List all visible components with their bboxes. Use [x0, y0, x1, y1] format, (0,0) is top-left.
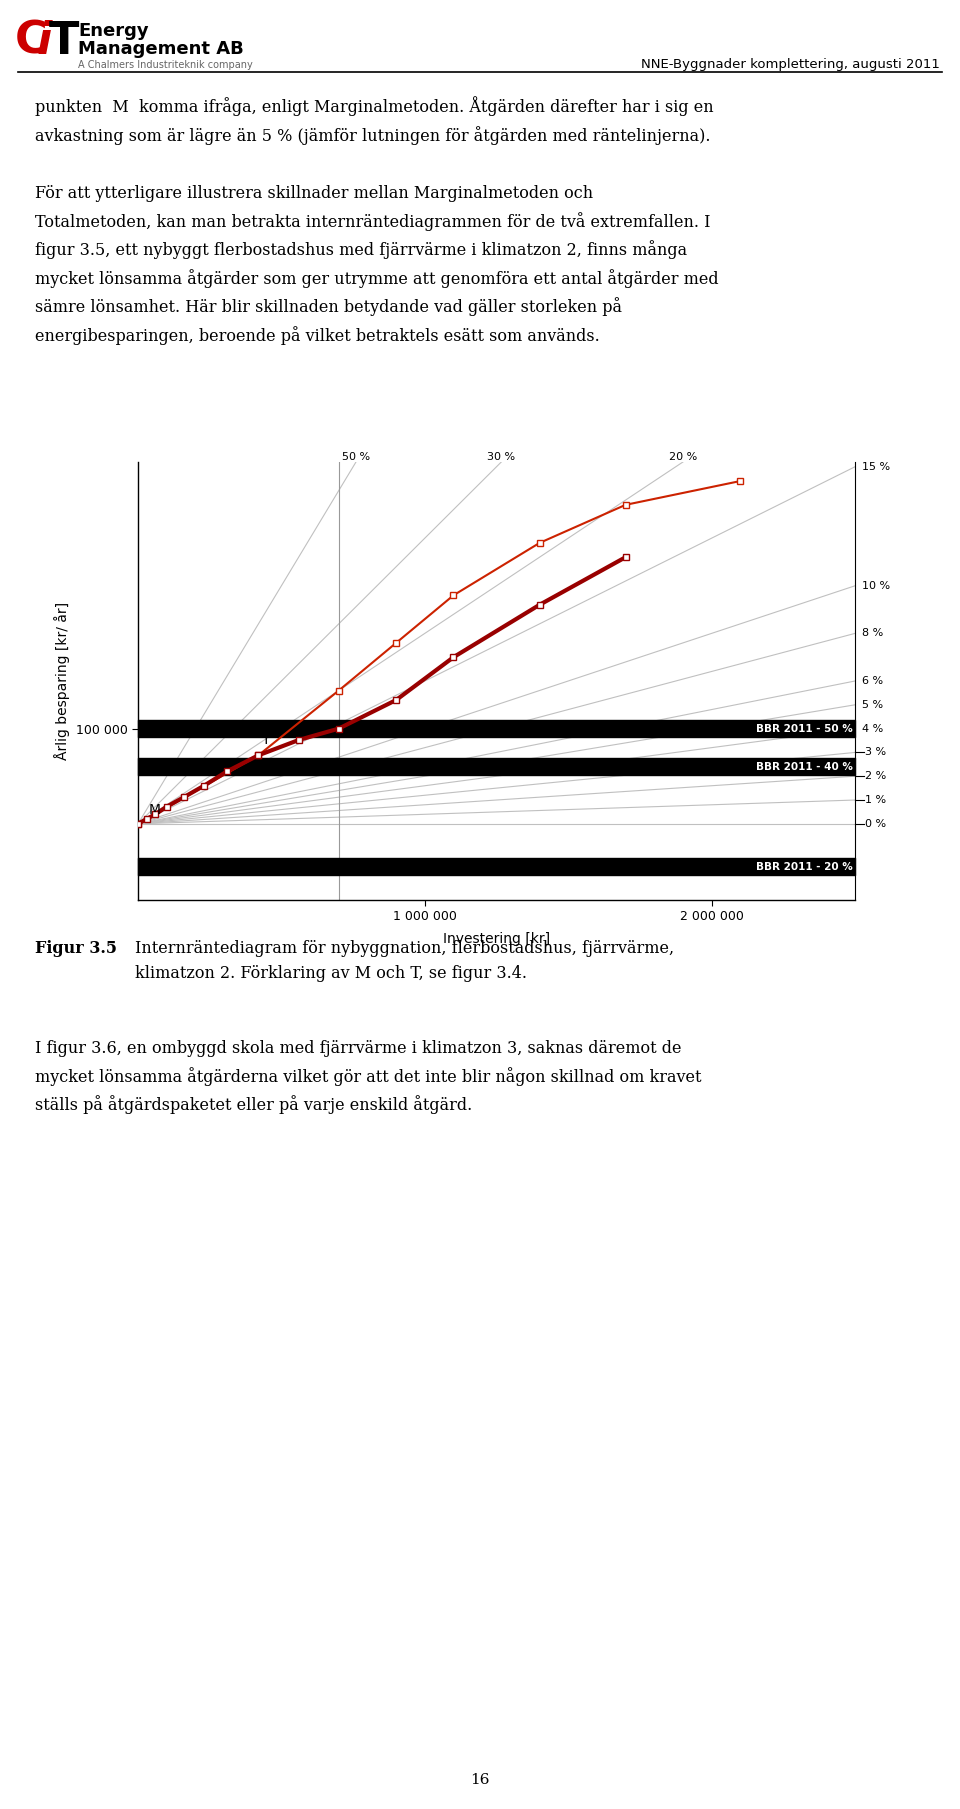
- Text: 8 %: 8 %: [855, 628, 883, 639]
- Text: 30 %: 30 %: [488, 452, 516, 461]
- Text: i: i: [37, 20, 52, 63]
- Text: T: T: [262, 733, 271, 747]
- Text: Management AB: Management AB: [78, 40, 244, 58]
- FancyBboxPatch shape: [14, 5, 66, 69]
- X-axis label: Investering [kr]: Investering [kr]: [443, 932, 550, 946]
- Y-axis label: Årlig besparing [kr/ år]: Årlig besparing [kr/ år]: [54, 602, 70, 760]
- Text: 15 %: 15 %: [855, 461, 890, 472]
- Text: T: T: [49, 20, 80, 63]
- Text: BBR 2011 - 40 %: BBR 2011 - 40 %: [756, 762, 852, 772]
- Text: 5 %: 5 %: [855, 700, 883, 709]
- Text: 3 %: 3 %: [865, 747, 886, 758]
- Text: BBR 2011 - 20 %: BBR 2011 - 20 %: [756, 861, 852, 872]
- Text: 0 %: 0 %: [865, 819, 886, 829]
- Text: A Chalmers Industriteknik company: A Chalmers Industriteknik company: [78, 60, 252, 71]
- Text: 16: 16: [470, 1773, 490, 1787]
- Text: NNE-Byggnader komplettering, augusti 2011: NNE-Byggnader komplettering, augusti 201…: [641, 58, 940, 71]
- Text: BBR 2011 - 50 %: BBR 2011 - 50 %: [756, 724, 852, 734]
- Text: 1 %: 1 %: [865, 794, 886, 805]
- Text: I figur 3.6, en ombyggd skola med fjärrvärme i klimatzon 3, saknas däremot de
my: I figur 3.6, en ombyggd skola med fjärrv…: [35, 1040, 702, 1114]
- Text: M: M: [149, 803, 161, 818]
- Text: Energy: Energy: [78, 22, 149, 40]
- Text: 10 %: 10 %: [855, 581, 890, 592]
- Text: 50 %: 50 %: [342, 452, 370, 461]
- Text: 20 %: 20 %: [669, 452, 697, 461]
- Text: 2 %: 2 %: [865, 771, 886, 781]
- Text: Figur 3.5: Figur 3.5: [35, 941, 117, 957]
- Text: punkten ⁠ ​M​ ⁠ komma ifråga, enligt Marginalmetoden. Åtgärden därefter har i si: punkten ⁠ ​M​ ⁠ komma ifråga, enligt Mar…: [35, 96, 713, 145]
- Text: För att ytterligare illustrera skillnader mellan Marginalmetoden och
Totalmetode: För att ytterligare illustrera skillnade…: [35, 185, 719, 346]
- Text: 4 %: 4 %: [855, 724, 883, 734]
- Text: Internräntediagram för nybyggnation, flerbostadshus, fjärrvärme,
klimatzon 2. Fö: Internräntediagram för nybyggnation, fle…: [135, 941, 674, 982]
- Text: C: C: [15, 20, 48, 63]
- Text: 6 %: 6 %: [855, 677, 883, 686]
